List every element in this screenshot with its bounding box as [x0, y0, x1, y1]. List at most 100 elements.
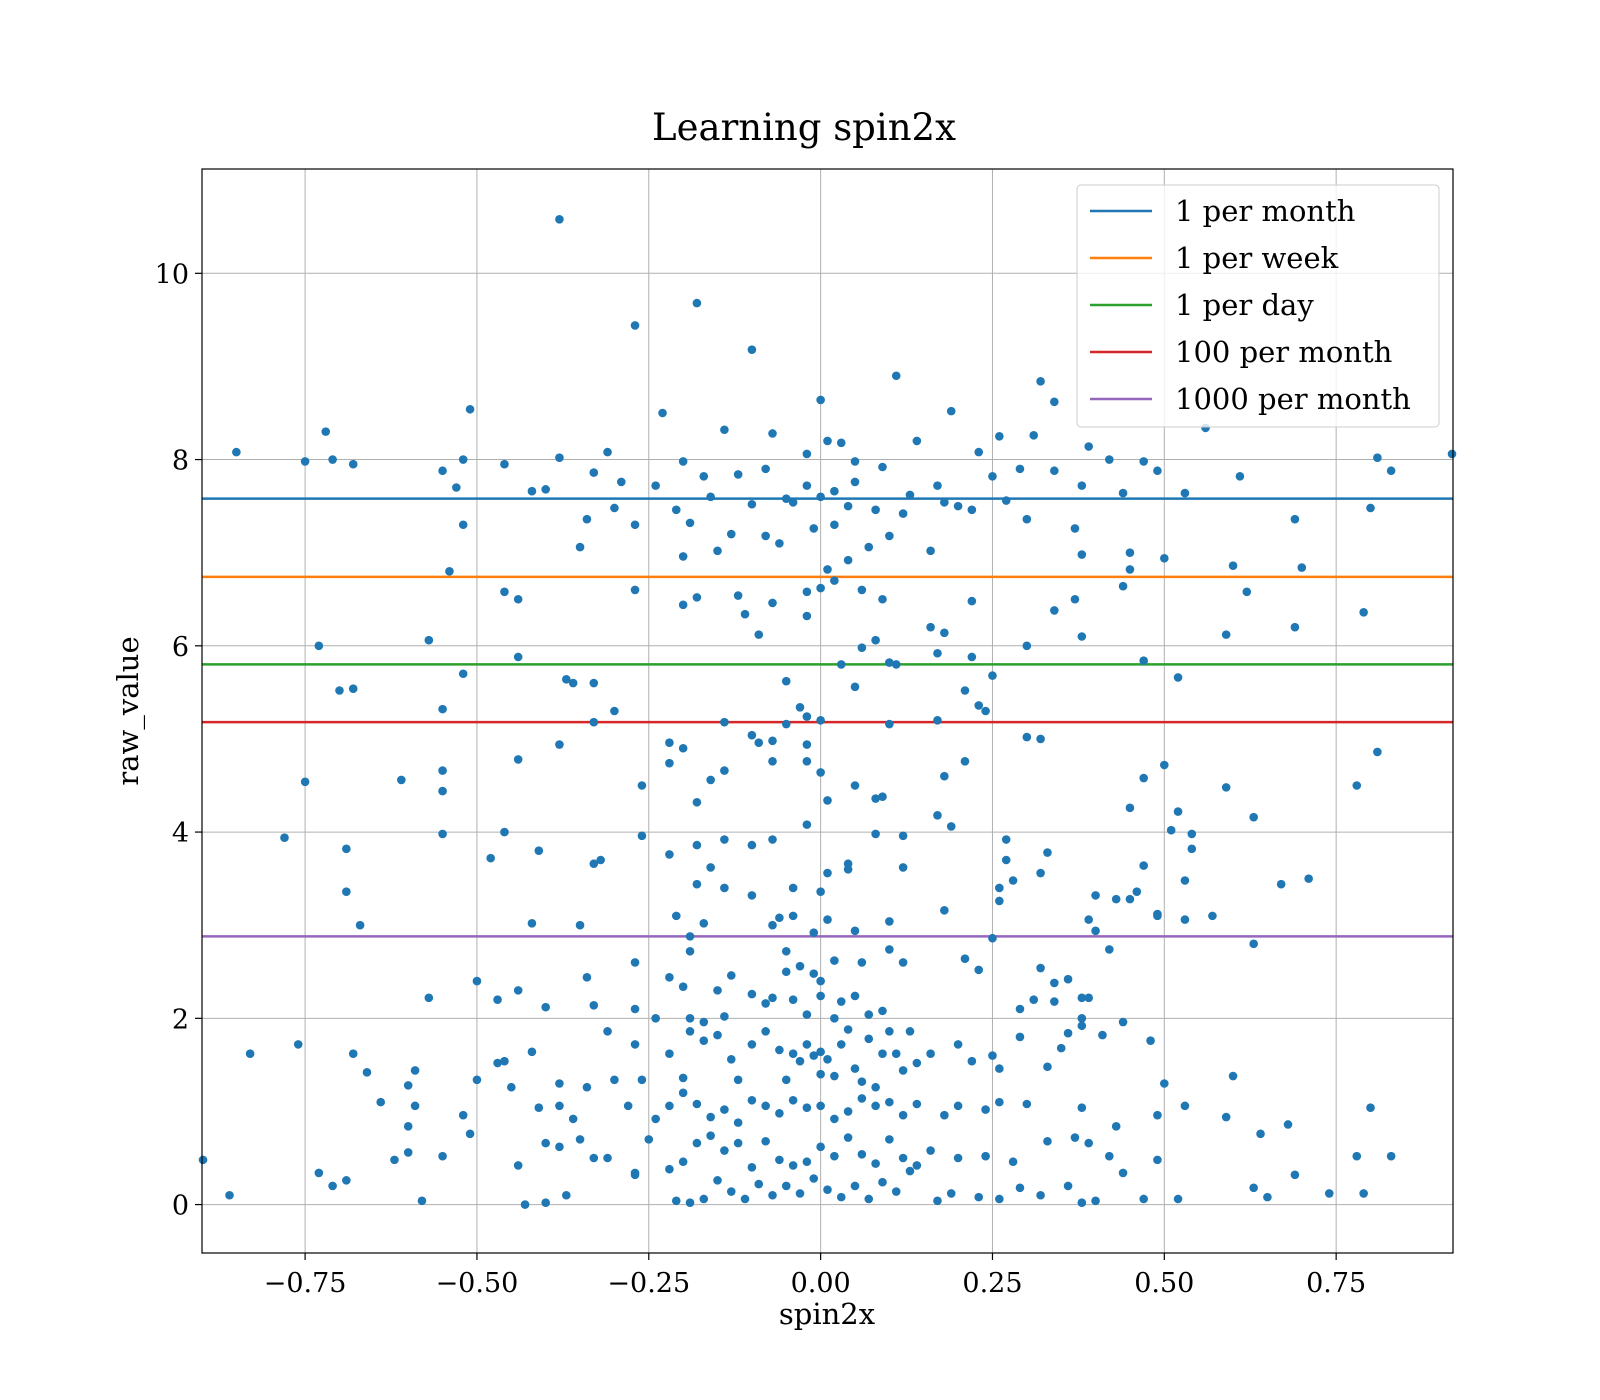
scatter-point	[843, 1133, 853, 1142]
scatter-point	[637, 781, 647, 790]
scatter-point	[1050, 978, 1059, 988]
scatter-point	[678, 552, 688, 561]
scatter-point	[706, 492, 715, 502]
y-tick-label: 0	[172, 1191, 189, 1222]
scatter-point	[699, 919, 709, 928]
scatter-point	[967, 1056, 977, 1066]
scatter-point	[898, 1153, 908, 1163]
scatter-point	[1139, 457, 1148, 466]
scatter-point	[781, 719, 791, 729]
scatter-point	[699, 472, 709, 481]
scatter-point	[390, 1155, 399, 1165]
scatter-point	[905, 490, 915, 500]
scatter-point	[1077, 632, 1087, 641]
scatter-point	[1139, 773, 1148, 783]
scatter-point	[637, 831, 647, 841]
legend-box	[1076, 184, 1440, 428]
scatter-point	[781, 967, 791, 977]
scatter-point	[802, 1103, 812, 1113]
scatter-point	[850, 477, 860, 487]
scatter-point	[438, 466, 447, 476]
scatter-point	[1063, 974, 1073, 984]
scatter-point	[816, 395, 825, 405]
scatter-point	[541, 1198, 550, 1208]
scatter-point	[527, 486, 537, 496]
scatter-point	[988, 933, 997, 943]
scatter-point	[603, 1027, 612, 1036]
scatter-point	[747, 989, 757, 999]
scatter-point	[1056, 1043, 1066, 1053]
scatter-point	[781, 494, 791, 503]
scatter-point	[500, 587, 509, 597]
scatter-point	[871, 794, 880, 803]
scatter-point	[665, 1101, 674, 1111]
scatter-point	[1036, 1190, 1045, 1200]
scatter-point	[541, 1002, 550, 1012]
scatter-point	[362, 1068, 372, 1077]
scatter-point	[726, 1054, 736, 1064]
scatter-point	[864, 1010, 874, 1019]
scatter-point	[775, 1155, 784, 1165]
scatter-point	[926, 1049, 935, 1059]
scatter-point	[493, 995, 502, 1004]
scatter-point	[830, 1114, 839, 1124]
scatter-point	[830, 576, 839, 585]
scatter-point	[809, 969, 819, 978]
scatter-point	[1022, 1099, 1032, 1109]
scatter-point	[988, 1051, 997, 1060]
scatter-point	[1228, 561, 1238, 571]
scatter-point	[885, 1027, 894, 1036]
scatter-point	[589, 717, 599, 727]
scatter-point	[678, 457, 688, 466]
scatter-point	[926, 622, 935, 632]
scatter-point	[706, 1112, 715, 1122]
scatter-point	[630, 520, 640, 530]
scatter-point	[1077, 481, 1087, 490]
y-tick-label: 10	[155, 259, 189, 290]
scatter-point	[1063, 1028, 1073, 1038]
scatter-point	[355, 920, 365, 930]
scatter-point	[1249, 1183, 1258, 1193]
scatter-point	[967, 505, 977, 515]
scatter-point	[685, 932, 695, 941]
scatter-point	[960, 756, 970, 766]
scatter-point	[720, 1146, 729, 1155]
scatter-point	[946, 406, 956, 416]
scatter-point	[733, 470, 743, 479]
scatter-point	[630, 1040, 640, 1049]
scatter-point	[891, 1049, 901, 1059]
scatter-point	[472, 1075, 482, 1085]
scatter-point	[1105, 945, 1114, 954]
scatter-point	[781, 676, 791, 686]
scatter-point	[1084, 442, 1093, 451]
scatter-point	[871, 1101, 880, 1111]
scatter-point	[500, 827, 509, 837]
scatter-point	[403, 1148, 413, 1157]
scatter-point	[232, 447, 241, 457]
scatter-point	[678, 1157, 688, 1167]
scatter-point	[898, 863, 908, 872]
scatter-point	[885, 719, 894, 729]
scatter-point	[836, 438, 846, 448]
scatter-point	[472, 976, 482, 986]
scatter-point	[1125, 565, 1135, 574]
scatter-point	[1043, 1062, 1052, 1072]
scatter-point	[589, 1153, 599, 1163]
scatter-point	[486, 853, 495, 863]
scatter-point	[871, 1082, 880, 1092]
scatter-point	[933, 811, 942, 820]
scatter-point	[768, 920, 777, 930]
scatter-point	[857, 958, 867, 967]
scatter-point	[438, 829, 447, 839]
scatter-point	[740, 609, 750, 619]
scatter-point	[878, 1049, 887, 1059]
scatter-point	[699, 1036, 709, 1045]
scatter-point	[953, 1101, 963, 1111]
x-axis-label: spin2x	[779, 1297, 875, 1331]
scatter-point	[1118, 1168, 1128, 1178]
scatter-point	[651, 1014, 660, 1023]
scatter-point	[1050, 397, 1059, 407]
scatter-point	[836, 997, 846, 1006]
scatter-point	[321, 427, 331, 436]
scatter-point	[871, 635, 880, 645]
